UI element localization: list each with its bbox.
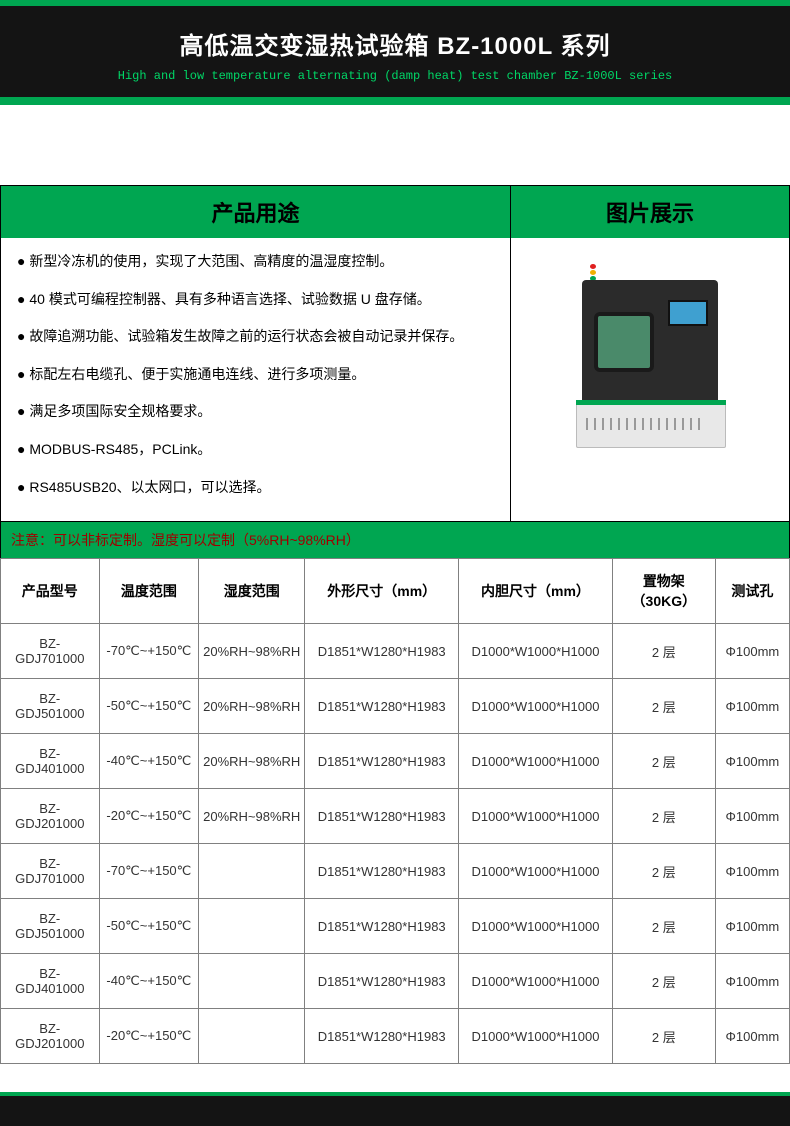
table-cell: D1000*W1000*H1000: [459, 1009, 613, 1064]
table-cell: [199, 899, 305, 954]
feature-list: 新型冷冻机的使用，实现了大范围、高精度的温湿度控制。 40 模式可编程控制器、具…: [1, 238, 511, 521]
note-bar: 注意：可以非标定制。湿度可以定制（5%RH~98%RH）: [0, 521, 790, 558]
table-cell: BZ-GDJ701000: [1, 624, 100, 679]
table-cell: D1851*W1280*H1983: [305, 734, 459, 789]
table-cell: Φ100mm: [715, 679, 789, 734]
section-body-row: 新型冷冻机的使用，实现了大范围、高精度的温湿度控制。 40 模式可编程控制器、具…: [0, 238, 790, 521]
table-row: BZ-GDJ201000-20℃~+150℃ D1851*W1280*H1983D…: [1, 1009, 790, 1064]
th-outer: 外形尺寸（mm）: [305, 559, 459, 624]
table-cell: BZ-GDJ401000: [1, 734, 100, 789]
table-cell: [199, 954, 305, 1009]
table-cell: D1851*W1280*H1983: [305, 844, 459, 899]
footer-bar: [0, 1092, 790, 1126]
table-cell: Φ100mm: [715, 899, 789, 954]
table-cell: D1000*W1000*H1000: [459, 679, 613, 734]
table-cell: 2 层: [612, 679, 715, 734]
content: 产品用途 图片展示 新型冷冻机的使用，实现了大范围、高精度的温湿度控制。 40 …: [0, 185, 790, 1126]
product-illustration: [550, 264, 750, 464]
table-cell: D1851*W1280*H1983: [305, 789, 459, 844]
table-cell: 20%RH~98%RH: [199, 789, 305, 844]
feature-item: 40 模式可编程控制器、具有多种语言选择、试验数据 U 盘存储。: [17, 290, 494, 310]
table-cell: Φ100mm: [715, 1009, 789, 1064]
table-cell: D1851*W1280*H1983: [305, 954, 459, 1009]
table-cell: BZ-GDJ201000: [1, 789, 100, 844]
table-cell: -20℃~+150℃: [99, 789, 199, 844]
table-row: BZ-GDJ501000-50℃~+150℃20%RH~98%RHD1851*W…: [1, 679, 790, 734]
table-cell: [199, 844, 305, 899]
table-cell: 2 层: [612, 844, 715, 899]
spec-table: 产品型号 温度范围 湿度范围 外形尺寸（mm） 内胆尺寸（mm） 置物架（30K…: [0, 558, 790, 1064]
table-row: BZ-GDJ701000-70℃~+150℃20%RH~98%RHD1851*W…: [1, 624, 790, 679]
feature-item: 故障追溯功能、试验箱发生故障之前的运行状态会被自动记录并保存。: [17, 327, 494, 347]
table-cell: D1851*W1280*H1983: [305, 899, 459, 954]
table-row: BZ-GDJ401000-40℃~+150℃ D1851*W1280*H1983D…: [1, 954, 790, 1009]
feature-item: 标配左右电缆孔、便于实施通电连线、进行多项测量。: [17, 365, 494, 385]
table-cell: 2 层: [612, 624, 715, 679]
table-cell: [199, 1009, 305, 1064]
table-cell: -50℃~+150℃: [99, 899, 199, 954]
th-humid: 湿度范围: [199, 559, 305, 624]
page-title-cn: 高低温交变湿热试验箱 BZ-1000L 系列: [0, 26, 790, 61]
feature-item: MODBUS-RS485，PCLink。: [17, 440, 494, 460]
table-cell: BZ-GDJ201000: [1, 1009, 100, 1064]
table-cell: Φ100mm: [715, 789, 789, 844]
table-cell: -40℃~+150℃: [99, 954, 199, 1009]
table-cell: D1851*W1280*H1983: [305, 1009, 459, 1064]
table-cell: -50℃~+150℃: [99, 679, 199, 734]
table-cell: 20%RH~98%RH: [199, 679, 305, 734]
table-cell: -70℃~+150℃: [99, 844, 199, 899]
product-image-box: [511, 238, 789, 521]
table-cell: D1000*W1000*H1000: [459, 624, 613, 679]
feature-item: 满足多项国际安全规格要求。: [17, 402, 494, 422]
feature-item: RS485USB20、以太网口，可以选择。: [17, 478, 494, 498]
th-inner: 内胆尺寸（mm）: [459, 559, 613, 624]
table-row: BZ-GDJ501000-50℃~+150℃ D1851*W1280*H1983D…: [1, 899, 790, 954]
table-cell: D1000*W1000*H1000: [459, 954, 613, 1009]
th-hole: 测试孔: [715, 559, 789, 624]
table-cell: 2 层: [612, 789, 715, 844]
table-cell: 2 层: [612, 899, 715, 954]
table-cell: BZ-GDJ701000: [1, 844, 100, 899]
table-cell: -40℃~+150℃: [99, 734, 199, 789]
table-cell: Φ100mm: [715, 734, 789, 789]
table-row: BZ-GDJ201000-20℃~+150℃20%RH~98%RHD1851*W…: [1, 789, 790, 844]
table-cell: D1000*W1000*H1000: [459, 899, 613, 954]
usage-header: 产品用途: [1, 186, 511, 238]
th-model: 产品型号: [1, 559, 100, 624]
page-title-en: High and low temperature alternating (da…: [0, 69, 790, 83]
table-row: BZ-GDJ701000-70℃~+150℃ D1851*W1280*H1983D…: [1, 844, 790, 899]
table-cell: BZ-GDJ501000: [1, 899, 100, 954]
th-shelf: 置物架（30KG）: [612, 559, 715, 624]
table-cell: D1000*W1000*H1000: [459, 844, 613, 899]
table-cell: -20℃~+150℃: [99, 1009, 199, 1064]
feature-item: 新型冷冻机的使用，实现了大范围、高精度的温湿度控制。: [17, 252, 494, 272]
table-cell: 20%RH~98%RH: [199, 624, 305, 679]
table-cell: Φ100mm: [715, 844, 789, 899]
table-cell: 2 层: [612, 1009, 715, 1064]
table-cell: D1851*W1280*H1983: [305, 679, 459, 734]
table-cell: BZ-GDJ501000: [1, 679, 100, 734]
table-cell: D1851*W1280*H1983: [305, 624, 459, 679]
table-row: BZ-GDJ401000-40℃~+150℃20%RH~98%RHD1851*W…: [1, 734, 790, 789]
section-header-row: 产品用途 图片展示: [0, 185, 790, 238]
th-temp: 温度范围: [99, 559, 199, 624]
table-cell: 2 层: [612, 734, 715, 789]
page-header: 高低温交变湿热试验箱 BZ-1000L 系列 High and low temp…: [0, 0, 790, 105]
table-cell: D1000*W1000*H1000: [459, 734, 613, 789]
image-header: 图片展示: [511, 186, 789, 238]
table-header-row: 产品型号 温度范围 湿度范围 外形尺寸（mm） 内胆尺寸（mm） 置物架（30K…: [1, 559, 790, 624]
table-cell: Φ100mm: [715, 954, 789, 1009]
table-cell: 2 层: [612, 954, 715, 1009]
table-cell: -70℃~+150℃: [99, 624, 199, 679]
table-cell: 20%RH~98%RH: [199, 734, 305, 789]
table-cell: D1000*W1000*H1000: [459, 789, 613, 844]
table-cell: BZ-GDJ401000: [1, 954, 100, 1009]
table-cell: Φ100mm: [715, 624, 789, 679]
